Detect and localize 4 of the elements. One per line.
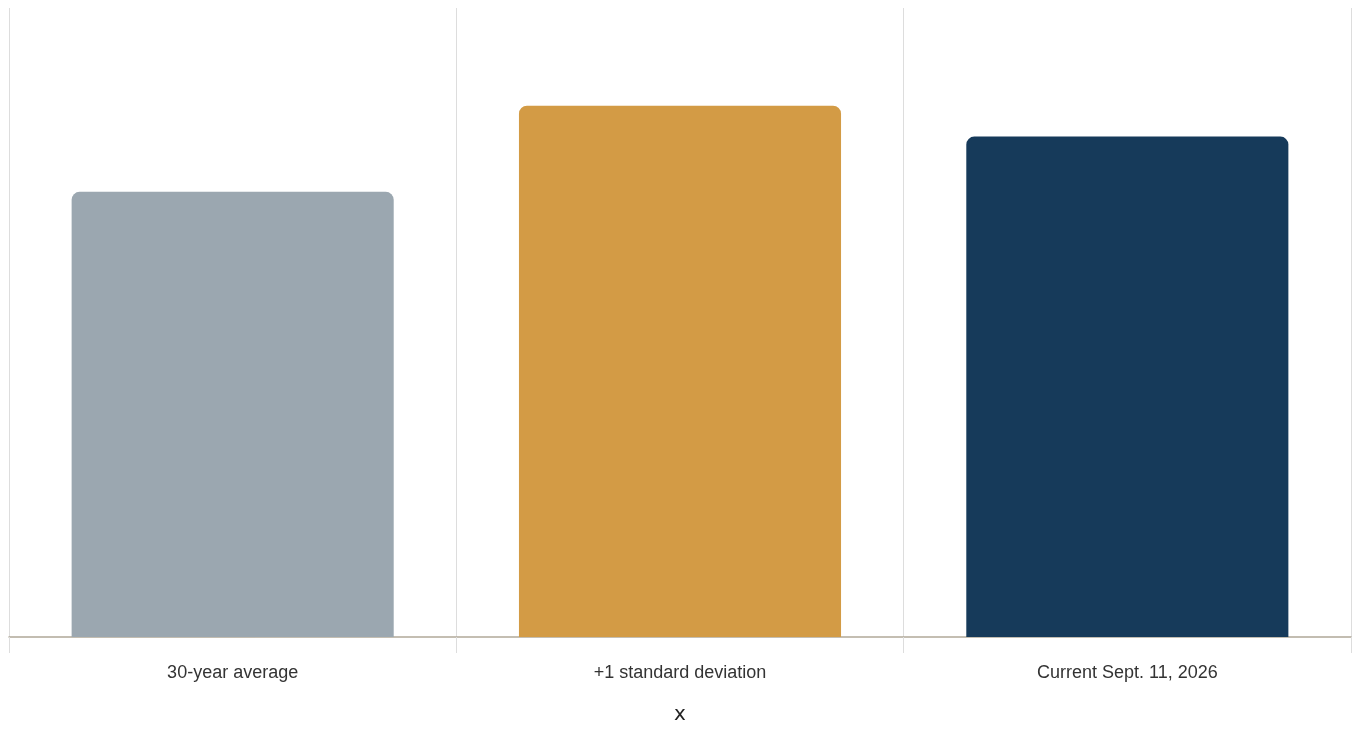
x-tick-label: +1 standard deviation	[593, 662, 767, 682]
x-axis-title: x	[674, 701, 687, 725]
x-tick-label: 30-year average	[167, 662, 299, 682]
x-tick-label: Current Sept. 11, 2026	[1036, 662, 1218, 682]
